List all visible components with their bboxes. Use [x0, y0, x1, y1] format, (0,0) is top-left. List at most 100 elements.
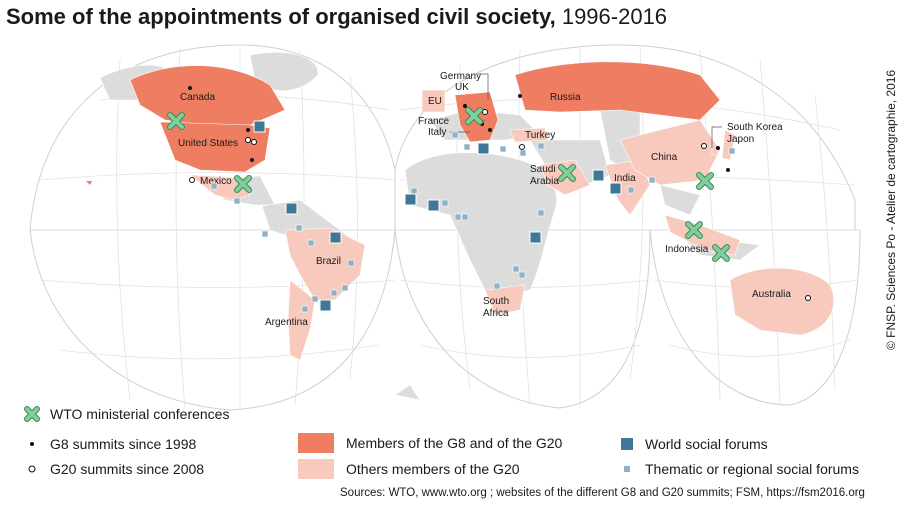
label-south-korea: South Korea [727, 122, 783, 133]
hawaii-shape [86, 181, 92, 185]
g8-summit-marker [463, 104, 467, 108]
g8-summit-marker [488, 128, 492, 132]
g20-summit-marker [519, 144, 525, 150]
g8-summit-marker [188, 86, 192, 90]
g8-summit-marker [726, 168, 730, 172]
thematic-forum-marker [627, 186, 635, 194]
thematic-forum-marker [463, 143, 471, 151]
label-south-africa-2: Africa [483, 308, 509, 319]
label-russia: Russia [550, 92, 581, 103]
g20-summit-marker [189, 177, 195, 183]
label-indonesia: Indonesia [665, 244, 709, 255]
sources-note: Sources: WTO, www.wto.org ; websites of … [340, 487, 865, 499]
legend-others-g20: Others members of the G20 [298, 459, 520, 479]
thematic-forum-marker [410, 187, 418, 195]
world-social-forum-marker [609, 182, 622, 195]
antarctic-fragment [394, 384, 421, 401]
legend-wsf-label: World social forums [645, 436, 768, 452]
thematic-forum-marker [461, 213, 469, 221]
japan-shape [721, 129, 736, 161]
thematic-forum-marker [648, 176, 656, 184]
label-eu: EU [428, 96, 442, 107]
label-saudi-arabia-2: Arabia [530, 176, 559, 187]
turkey-shape [509, 127, 549, 143]
brazil-shape [284, 227, 366, 301]
wto-marker [167, 112, 185, 130]
thematic-forum-marker [210, 182, 218, 190]
g20-summit-marker [251, 139, 257, 145]
g20-summit-marker [482, 109, 488, 115]
g20-circle-icon [20, 464, 44, 474]
world-social-forum-marker [529, 231, 542, 244]
label-south-africa-1: South [483, 296, 509, 307]
g8-summit-marker [246, 128, 250, 132]
world-social-forum-marker [592, 169, 605, 182]
g20-summit-marker [805, 295, 811, 301]
legend-g8-label: G8 summits since 1998 [50, 436, 197, 452]
thematic-forum-marker [512, 265, 520, 273]
wsf-square-icon [615, 437, 639, 451]
label-turkey: Turkey [525, 130, 555, 141]
wto-legend-icon [20, 406, 44, 422]
lobe-africa [394, 229, 651, 409]
g8-summit-marker [716, 146, 720, 150]
legend-members-g8-g20: Members of the G8 and of the G20 [298, 433, 562, 453]
world-social-forum-marker [285, 202, 298, 215]
label-china: China [651, 152, 678, 163]
g20-summit-marker [701, 143, 707, 149]
label-canada: Canada [180, 92, 215, 103]
south-africa-shape [484, 284, 526, 316]
thematic-forum-marker [301, 305, 309, 313]
title-main: Some of the appointments of organised ci… [6, 4, 556, 29]
thematic-forum-marker [454, 213, 462, 221]
other-g20-swatch [298, 459, 334, 479]
thematic-forum-marker [341, 284, 349, 292]
thematic-forum-marker [728, 147, 736, 155]
g8-summit-marker [518, 94, 522, 98]
g8-summit-marker [250, 158, 254, 162]
legend-members-label: Members of the G8 and of the G20 [346, 435, 563, 451]
label-uk: UK [455, 82, 469, 93]
map-title: Some of the appointments of organised ci… [6, 4, 667, 30]
title-years: 1996-2016 [561, 4, 668, 29]
label-saudi-arabia-1: Saudi [530, 164, 556, 175]
world-social-forum-marker [329, 231, 342, 244]
world-social-forum-marker [253, 120, 266, 133]
thematic-forum-marker [537, 209, 545, 217]
thematic-forum-marker [233, 197, 241, 205]
thematic-forum-marker [499, 145, 507, 153]
g20-summit-marker [245, 137, 251, 143]
world-social-forum-markers [253, 120, 622, 312]
australia-shape [729, 267, 835, 336]
africa-grey [404, 152, 557, 301]
world-social-forum-marker [427, 199, 440, 212]
wto-marker [234, 175, 252, 193]
label-germany: Germany [440, 71, 481, 82]
g8-dot-icon [20, 440, 44, 448]
russia-shape [514, 61, 721, 121]
legend-g20-label: G20 summits since 2008 [50, 461, 205, 477]
legend-wto: WTO ministerial conferences [20, 406, 229, 422]
thematic-forum-marker [330, 289, 338, 297]
wto-marker [558, 164, 576, 182]
copyright-credit: © FNSP. Sciences Po - Atelier de cartogr… [884, 69, 898, 350]
legend-thematic-label: Thematic or regional social forums [645, 461, 859, 477]
legend-wsf: World social forums [615, 436, 768, 452]
world-map: Canada United States Mexico Brazil Argen… [29, 44, 861, 411]
legend-wto-label: WTO ministerial conferences [50, 406, 230, 422]
thematic-forum-marker [311, 295, 319, 303]
wto-marker [685, 221, 703, 239]
thematic-forum-marker [307, 239, 315, 247]
united-states-shape [159, 121, 271, 173]
eu-swatch-box [421, 89, 446, 113]
world-social-forum-marker [319, 299, 332, 312]
thematic-forum-marker [295, 224, 303, 232]
wto-conference-markers [167, 107, 730, 262]
label-united-states: United States [178, 138, 238, 149]
thematic-forum-marker [519, 149, 527, 157]
g8-g20-swatch [298, 433, 334, 453]
label-india: India [614, 173, 636, 184]
label-australia: Australia [752, 289, 791, 300]
thematic-forum-marker [451, 131, 459, 139]
legend-thematic: Thematic or regional social forums [615, 461, 859, 477]
